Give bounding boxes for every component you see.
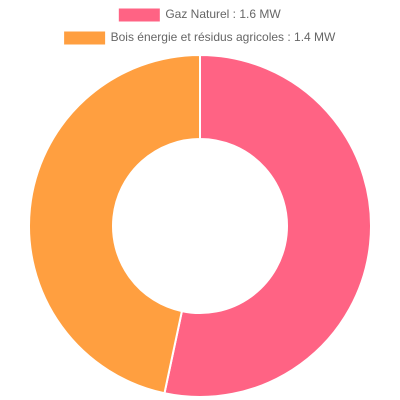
legend-swatch (64, 31, 106, 45)
doughnut-slice (163, 53, 372, 398)
legend-label: Bois énergie et résidus agricoles : 1.4 … (111, 30, 336, 44)
legend-label: Gaz Naturel : 1.6 MW (165, 7, 281, 21)
legend-swatch (118, 8, 160, 22)
doughnut-slice (28, 53, 201, 395)
